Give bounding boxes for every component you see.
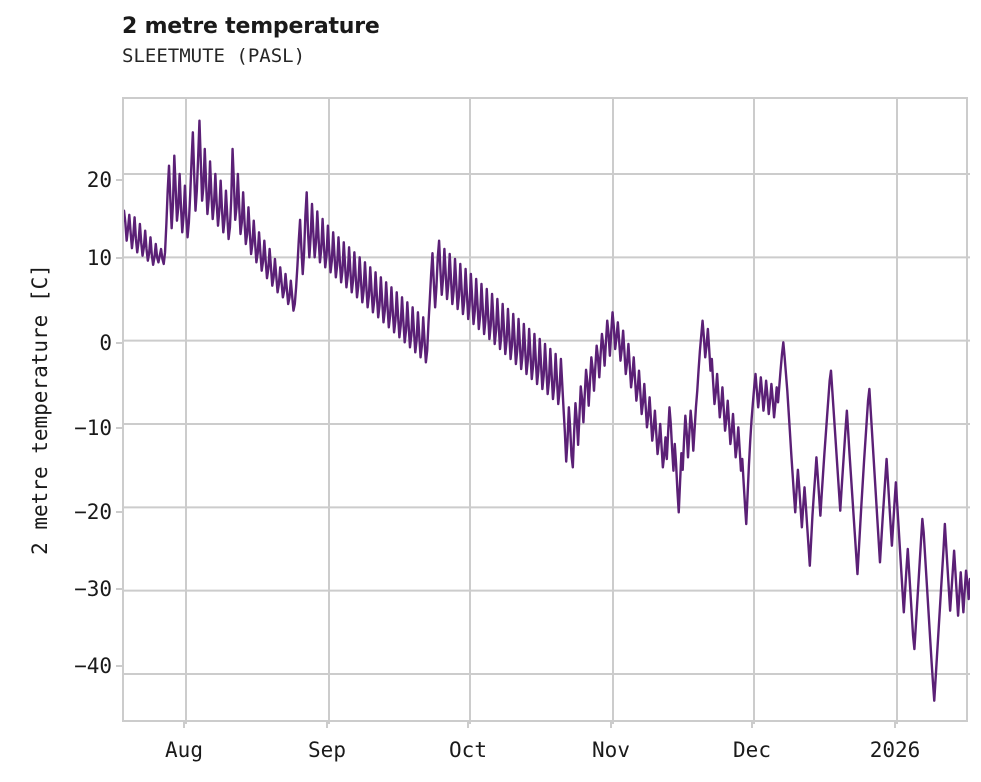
time-series-plot <box>124 99 970 724</box>
x-tick-label: Nov <box>592 738 630 762</box>
y-tick-label: −10 <box>74 416 112 440</box>
x-tick-mark <box>326 722 328 728</box>
y-tick-mark <box>116 511 122 513</box>
x-tick-label: Aug <box>165 738 203 762</box>
y-tick-mark <box>116 179 122 181</box>
y-tick-mark <box>116 588 122 590</box>
y-tick-label: 10 <box>86 246 112 270</box>
title-block: 2 metre temperature SLEETMUTE (PASL) <box>122 14 822 69</box>
y-tick-label: −40 <box>74 654 112 678</box>
plot-area <box>122 97 970 724</box>
x-tick-mark <box>751 722 753 728</box>
x-tick-mark <box>183 722 185 728</box>
y-tick-mark <box>116 342 122 344</box>
y-axis-ticks: 20 10 0 −10 −20 −30 −40 <box>0 0 122 782</box>
y-tick-label: 0 <box>99 331 112 355</box>
temperature-series-line <box>124 119 970 702</box>
chart-title: 2 metre temperature <box>122 14 380 39</box>
y-tick-label: −20 <box>74 500 112 524</box>
horizontal-gridlines <box>124 173 970 675</box>
y-tick-label: 20 <box>86 168 112 192</box>
x-tick-label: Oct <box>449 738 487 762</box>
y-tick-mark <box>116 257 122 259</box>
x-tick-mark <box>610 722 612 728</box>
x-tick-label: Dec <box>733 738 771 762</box>
y-tick-mark <box>116 665 122 667</box>
vertical-gridlines <box>185 99 898 724</box>
x-tick-mark <box>467 722 469 728</box>
x-tick-mark <box>894 722 896 728</box>
x-tick-label: 2026 <box>869 738 921 762</box>
x-tick-label: Sep <box>308 738 346 762</box>
y-tick-label: −30 <box>74 577 112 601</box>
y-tick-mark <box>116 427 122 429</box>
chart-subtitle: SLEETMUTE (PASL) <box>122 45 306 67</box>
